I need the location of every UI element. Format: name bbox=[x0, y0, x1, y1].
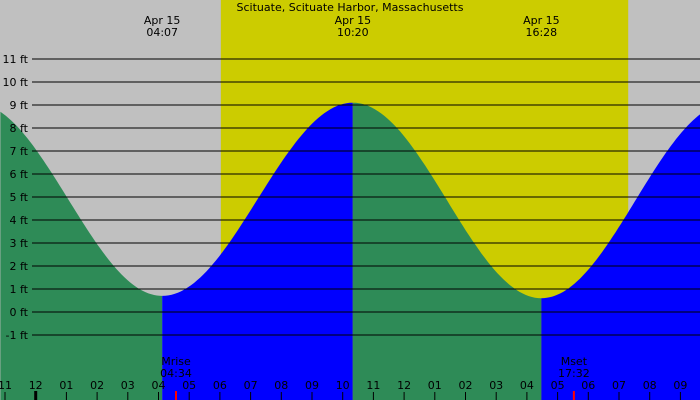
x-tick-label: 07 bbox=[244, 379, 258, 392]
x-tick-label: 07 bbox=[612, 379, 626, 392]
x-tick-label: 03 bbox=[489, 379, 503, 392]
y-tick-label: 9 ft bbox=[10, 99, 29, 112]
x-tick-label: 08 bbox=[274, 379, 288, 392]
x-tick-label: 01 bbox=[428, 379, 442, 392]
moon-event-label: Mrise bbox=[161, 355, 191, 368]
rising-tide-area bbox=[162, 102, 353, 400]
x-tick-label: 11 bbox=[366, 379, 380, 392]
gridline-layer bbox=[4, 58, 700, 400]
x-tick-label: 05 bbox=[551, 379, 565, 392]
tide-time-label: 16:28 bbox=[525, 26, 557, 39]
y-tick-label: 1 ft bbox=[10, 283, 29, 296]
y-tick-label: -1 ft bbox=[6, 329, 29, 342]
tide-date-label: Apr 15 bbox=[144, 14, 181, 27]
x-tick-label: 02 bbox=[459, 379, 473, 392]
tide-date-label: Apr 15 bbox=[523, 14, 560, 27]
y-tick-label: 5 ft bbox=[10, 191, 29, 204]
y-tick-label: 10 ft bbox=[3, 76, 29, 89]
chart-title: Scituate, Scituate Harbor, Massachusetts bbox=[237, 1, 464, 14]
x-tick-label: 04 bbox=[152, 379, 166, 392]
x-tick-label: 09 bbox=[305, 379, 319, 392]
y-tick-label: 8 ft bbox=[10, 122, 29, 135]
midnight-marker bbox=[34, 391, 38, 400]
x-tick-label: 08 bbox=[643, 379, 657, 392]
falling-tide-area bbox=[0, 111, 163, 400]
y-tick-label: 7 ft bbox=[10, 145, 29, 158]
tide-time-label: 04:07 bbox=[146, 26, 178, 39]
x-tick-label: 05 bbox=[182, 379, 196, 392]
x-tick-label: 12 bbox=[397, 379, 411, 392]
x-tick-label: 06 bbox=[581, 379, 595, 392]
y-tick-label: 3 ft bbox=[10, 237, 29, 250]
y-tick-label: 4 ft bbox=[10, 214, 29, 227]
y-tick-label: 2 ft bbox=[10, 260, 29, 273]
y-tick-label: 6 ft bbox=[10, 168, 29, 181]
label-layer: Scituate, Scituate Harbor, Massachusetts… bbox=[0, 1, 687, 392]
x-tick-label: 10 bbox=[336, 379, 350, 392]
x-tick-label: 04 bbox=[520, 379, 534, 392]
falling-tide-area bbox=[352, 102, 542, 400]
y-tick-label: 11 ft bbox=[3, 53, 29, 66]
x-tick-label: 12 bbox=[29, 379, 43, 392]
x-tick-label: 09 bbox=[673, 379, 687, 392]
y-tick-label: 0 ft bbox=[10, 306, 29, 319]
moon-event-label: Mset bbox=[561, 355, 588, 368]
tide-date-label: Apr 15 bbox=[335, 14, 372, 27]
tide-area-layer bbox=[0, 102, 700, 400]
rising-tide-area bbox=[541, 114, 700, 400]
moon-event-time: 04:34 bbox=[160, 367, 192, 380]
x-tick-label: 11 bbox=[0, 379, 12, 392]
x-tick-label: 06 bbox=[213, 379, 227, 392]
x-tick-label: 01 bbox=[59, 379, 73, 392]
x-tick-label: 03 bbox=[121, 379, 135, 392]
x-tick-label: 02 bbox=[90, 379, 104, 392]
moon-event-time: 17:32 bbox=[558, 367, 590, 380]
tide-time-label: 10:20 bbox=[337, 26, 369, 39]
